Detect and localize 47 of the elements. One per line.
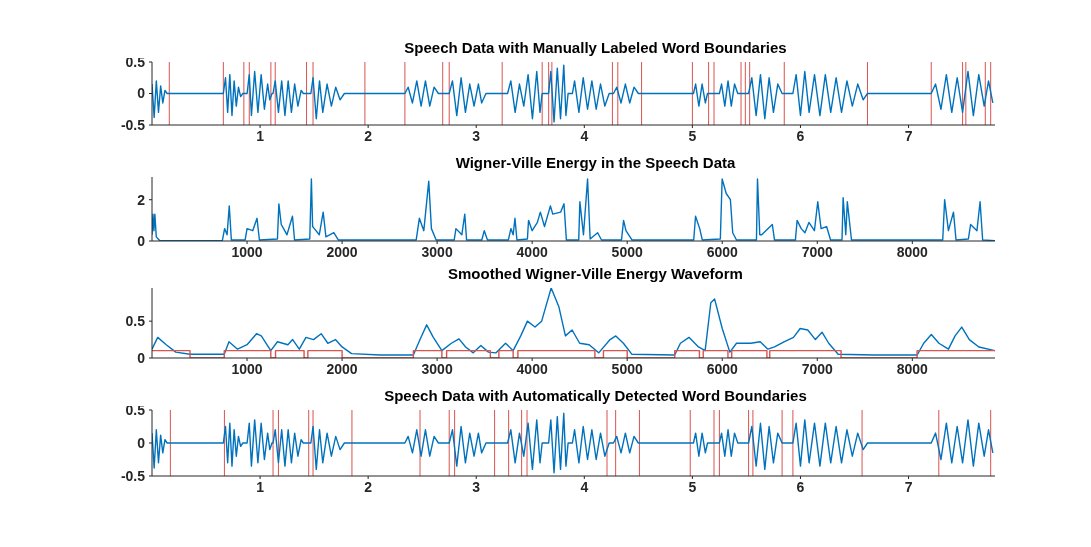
- x-tick-label: 5: [688, 127, 697, 144]
- x-tick-label: 2: [364, 478, 373, 495]
- x-tick-label: 4: [580, 478, 589, 495]
- y-tick-label: 2: [137, 191, 146, 208]
- x-tick-label: 4000: [516, 360, 548, 377]
- x-tick-label: 2000: [326, 360, 358, 377]
- y-tick-label: 0.5: [125, 53, 146, 70]
- y-tick-label: -0.5: [120, 467, 146, 484]
- x-tick-label: 7: [904, 478, 913, 495]
- x-tick-label: 7000: [801, 243, 834, 260]
- x-tick-label: 1: [256, 478, 265, 495]
- x-tick-label: 4: [580, 127, 589, 144]
- y-tick-label: -0.5: [120, 116, 146, 133]
- x-tick-label: 3: [472, 127, 481, 144]
- y-tick-label: 0.5: [125, 313, 146, 330]
- line-series: [152, 412, 994, 474]
- x-tick-label: 8000: [896, 360, 929, 377]
- y-tick-label: 0: [137, 349, 146, 366]
- x-tick-label: 4000: [516, 243, 548, 260]
- x-tick-label: 1000: [231, 243, 263, 260]
- line-series: [152, 64, 994, 123]
- x-tick-label: 3000: [421, 243, 453, 260]
- x-tick-label: 6: [796, 478, 805, 495]
- x-tick-label: 5000: [611, 243, 643, 260]
- x-tick-label: 2000: [326, 243, 358, 260]
- y-tick-label: 0.5: [125, 401, 146, 418]
- x-tick-label: 1: [256, 127, 265, 144]
- x-tick-label: 3000: [421, 360, 453, 377]
- y-tick-label: 0: [137, 434, 146, 451]
- line-series: [152, 288, 995, 356]
- x-tick-label: 6000: [706, 243, 739, 260]
- x-tick-label: 7000: [801, 360, 834, 377]
- chart-title: Smoothed Wigner-Ville Energy Waveform: [447, 264, 744, 284]
- x-tick-label: 2: [364, 127, 373, 144]
- y-tick-label: 0: [137, 232, 146, 249]
- x-tick-label: 1000: [231, 360, 263, 377]
- y-tick-label: 0: [137, 85, 146, 102]
- x-tick-label: 3: [472, 478, 481, 495]
- x-tick-label: 6: [796, 127, 805, 144]
- x-tick-label: 8000: [896, 243, 929, 260]
- x-tick-label: 5: [688, 478, 697, 495]
- x-tick-label: 6000: [706, 360, 739, 377]
- chart-title: Speech Data with Manually Labeled Word Boundaries: [404, 39, 787, 56]
- x-tick-label: 5000: [611, 360, 643, 377]
- chart-title: Speech Data with Automatically Detected Word Boundaries: [384, 387, 807, 404]
- chart-title: Wigner-Ville Energy in the Speech Data: [454, 153, 737, 173]
- x-tick-label: 7: [904, 127, 913, 144]
